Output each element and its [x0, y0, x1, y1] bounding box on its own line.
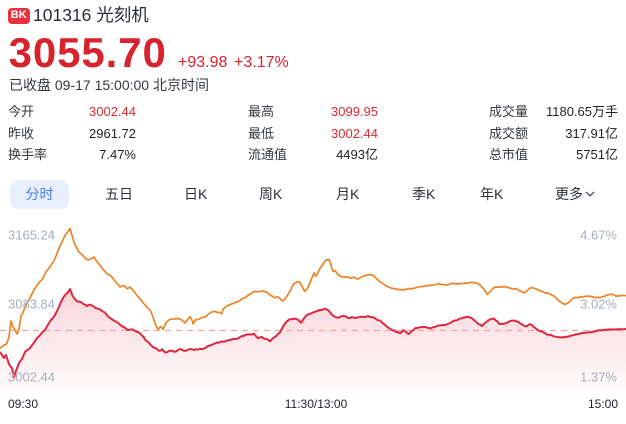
svg-text:4.67%: 4.67%	[580, 228, 617, 243]
svg-text:3083.84: 3083.84	[8, 297, 55, 312]
svg-text:1.37%: 1.37%	[580, 370, 617, 385]
svg-text:15:00: 15:00	[588, 397, 618, 411]
svg-text:3.02%: 3.02%	[580, 297, 617, 312]
svg-text:11:30/13:00: 11:30/13:00	[285, 397, 348, 411]
svg-text:3165.24: 3165.24	[8, 228, 55, 243]
svg-text:3002.44: 3002.44	[8, 370, 55, 385]
svg-text:09:30: 09:30	[8, 397, 38, 411]
